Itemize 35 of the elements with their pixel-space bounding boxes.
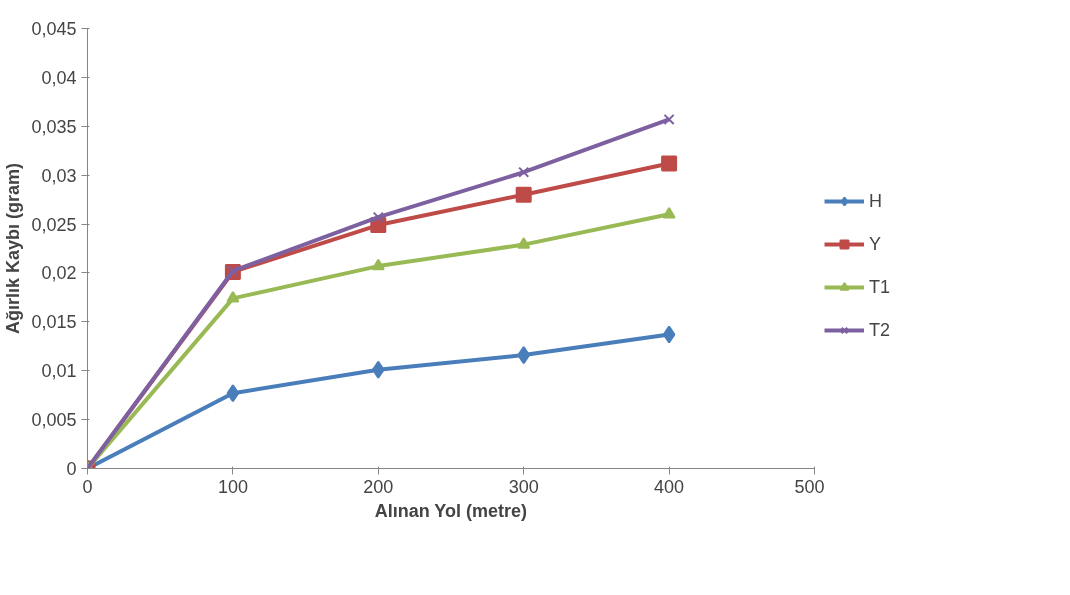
legend-label: H [869, 190, 883, 212]
point [518, 166, 530, 178]
point [662, 325, 676, 344]
point [372, 211, 384, 223]
point [371, 360, 385, 379]
y-tick-label: 0,035 [31, 116, 77, 137]
x-tick-label: 200 [363, 476, 394, 497]
point [663, 113, 675, 126]
y-tick-label: 0,015 [31, 312, 77, 333]
x-tick-label: 0 [82, 476, 93, 497]
point [517, 237, 531, 249]
y-tick-label: 0 [66, 459, 77, 479]
point [661, 155, 678, 172]
y-tick-label: 0,02 [41, 263, 77, 284]
point [662, 206, 676, 219]
legend-label: Y [869, 233, 882, 255]
y-tick-label: 0,005 [31, 410, 77, 431]
y-tick-label: 0,03 [41, 165, 77, 186]
legend-label: T2 [869, 319, 891, 341]
y-tick-label: 0,04 [41, 67, 77, 88]
point [226, 384, 240, 403]
x-tick-label: 100 [217, 476, 248, 497]
y-tick-label: 0,025 [31, 214, 77, 235]
point [226, 291, 240, 303]
x-axis-title: Alınan Yol (metre) [374, 500, 528, 521]
y-tick-label: 0,045 [31, 19, 77, 39]
x-tick-label: 400 [654, 476, 685, 497]
point [517, 346, 531, 365]
legend-label: T1 [869, 276, 891, 298]
x-tick-label: 500 [794, 476, 825, 497]
y-tick-label: 0,01 [41, 361, 77, 382]
point [515, 186, 532, 203]
x-tick-label: 300 [508, 476, 539, 497]
y-axis-title: Ağırlık Kaybı (gram) [3, 162, 24, 335]
point [371, 258, 385, 271]
